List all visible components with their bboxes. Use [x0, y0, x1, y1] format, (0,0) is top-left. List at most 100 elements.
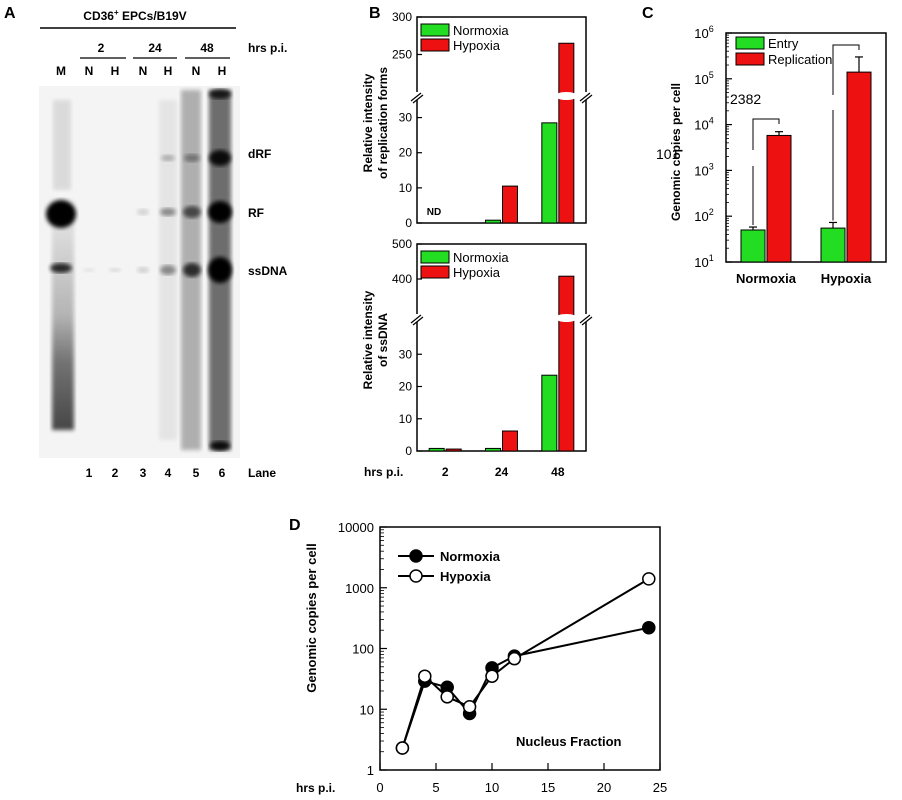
band-label-drf: dRF	[248, 147, 271, 161]
legend-swatch-entry	[735, 36, 765, 50]
y-tick-label: 10000	[338, 520, 374, 535]
axis-break-mark	[410, 92, 422, 102]
y-tick-label: 250	[392, 48, 412, 62]
annotation-nd: ND	[427, 207, 441, 218]
line-hypoxia	[401, 578, 650, 749]
legend-label-normoxia: Normoxia	[453, 23, 509, 38]
x-axis-label: hrs p.i.	[364, 465, 403, 479]
band-label-ssdna: ssDNA	[248, 264, 288, 278]
x-tick-label: 5	[432, 780, 439, 795]
x-axis-label: hrs p.i.	[296, 781, 335, 795]
lane-code-5: N	[192, 64, 201, 78]
band-label-rf: RF	[248, 206, 264, 220]
lane-number-3: 3	[140, 466, 147, 480]
gel-panel: CD36+ EPCs/B19V 2 24 48 hrs p.i. M N H N…	[39, 8, 288, 480]
bar-hypoxia	[558, 42, 575, 224]
point-hypoxia	[440, 690, 454, 704]
lane-title: Lane	[248, 466, 276, 480]
lane-label-marker: M	[56, 64, 66, 78]
time-label-48: 48	[200, 41, 214, 55]
legend-label-hypoxia: Hypoxia	[453, 38, 501, 53]
y-tick-label: 105	[694, 70, 713, 87]
bar-replication	[766, 134, 792, 263]
y-axis-label: Genomic copies per cell	[304, 543, 319, 693]
bar-entry	[740, 229, 766, 263]
y-axis-label-line2: of ssDNA	[376, 313, 390, 367]
x-tick-label: 25	[653, 780, 667, 795]
bar-break-marker	[555, 92, 578, 100]
point-hypoxia	[485, 669, 499, 683]
y-tick-label: 101	[694, 253, 713, 270]
axis-break-mark	[579, 314, 591, 324]
point-hypoxia	[642, 572, 656, 586]
chart-c: Genomic copies per cell 101 2382 101 102 1…	[656, 24, 887, 286]
lane-code-1: N	[85, 64, 94, 78]
legend-swatch-hypoxia	[420, 265, 450, 279]
y-tick-label: 30	[399, 111, 413, 125]
y-tick-label: 10	[399, 412, 413, 426]
y-tick-label: 0	[405, 444, 412, 458]
y-tick-label: 100	[352, 642, 374, 657]
y-tick-label: 400	[392, 272, 412, 286]
gel-header: CD36+ EPCs/B19V	[83, 8, 186, 23]
plot-frame	[416, 243, 587, 452]
legend-label-hypoxia: Hypoxia	[453, 265, 501, 280]
axis-break-mark	[410, 314, 422, 324]
time-label-24: 24	[148, 41, 162, 55]
legend-swatch-hypoxia	[420, 38, 450, 52]
y-tick-label: 10	[399, 181, 413, 195]
bar-normoxia	[485, 219, 501, 224]
y-tick-label: 1	[367, 763, 374, 778]
lane-code-3: N	[139, 64, 148, 78]
lane-number-4: 4	[165, 466, 172, 480]
legend-label-replication: Replication	[768, 52, 832, 67]
chart-b-bottom: Relative intensity of ssDNA hrs p.i. 0 10…	[361, 237, 593, 479]
y-tick-label: 20	[399, 146, 413, 160]
bar-hypoxia	[502, 430, 518, 452]
point-hypoxia	[507, 651, 522, 666]
x-tick-label: 15	[541, 780, 555, 795]
y-tick-label: 30	[399, 347, 413, 361]
bar-entry	[820, 227, 846, 263]
x-tick-label: 10	[485, 780, 499, 795]
y-tick-label: 500	[392, 237, 412, 251]
x-tick-label: 24	[495, 465, 509, 479]
x-tick-label: Hypoxia	[821, 271, 872, 286]
legend-marker-hypoxia	[409, 569, 423, 583]
bar-hypoxia	[558, 275, 575, 452]
time-label-2: 2	[98, 41, 105, 55]
y-tick-label: 106	[694, 24, 713, 41]
bar-replication	[846, 71, 872, 263]
legend-swatch-replication	[735, 52, 765, 66]
plot-frame	[416, 16, 587, 224]
legend-label-normoxia: Normoxia	[440, 549, 501, 564]
bar-hypoxia	[445, 448, 462, 452]
axis-break-mark	[581, 94, 593, 104]
annotation-2382: 2382	[730, 91, 761, 107]
y-axis-label-line2: of replication forms	[376, 67, 390, 179]
axis-break-mark	[579, 92, 591, 102]
panel-label-d: D	[289, 517, 301, 534]
annotation-101: 101	[656, 146, 680, 162]
point-hypoxia	[462, 699, 477, 714]
bar-normoxia	[485, 447, 501, 452]
lane-number-2: 2	[112, 466, 119, 480]
bar-break-marker	[555, 314, 578, 322]
lane-number-1: 1	[86, 466, 93, 480]
legend-label-normoxia: Normoxia	[453, 250, 509, 265]
legend-swatch-normoxia	[420, 250, 450, 264]
axis-break-mark	[412, 316, 424, 326]
y-tick-label: 1000	[345, 581, 374, 596]
panel-label-b: B	[369, 5, 381, 22]
y-tick-label: 104	[694, 116, 713, 133]
lane-number-6: 6	[219, 466, 226, 480]
point-normoxia	[642, 620, 656, 635]
bar-normoxia	[428, 447, 445, 452]
y-axis-label-line1: Relative intensity	[361, 290, 375, 389]
bar-normoxia	[541, 122, 558, 224]
significance-bracket	[832, 44, 860, 95]
point-hypoxia	[418, 669, 432, 683]
y-tick-label: 10	[360, 702, 374, 717]
